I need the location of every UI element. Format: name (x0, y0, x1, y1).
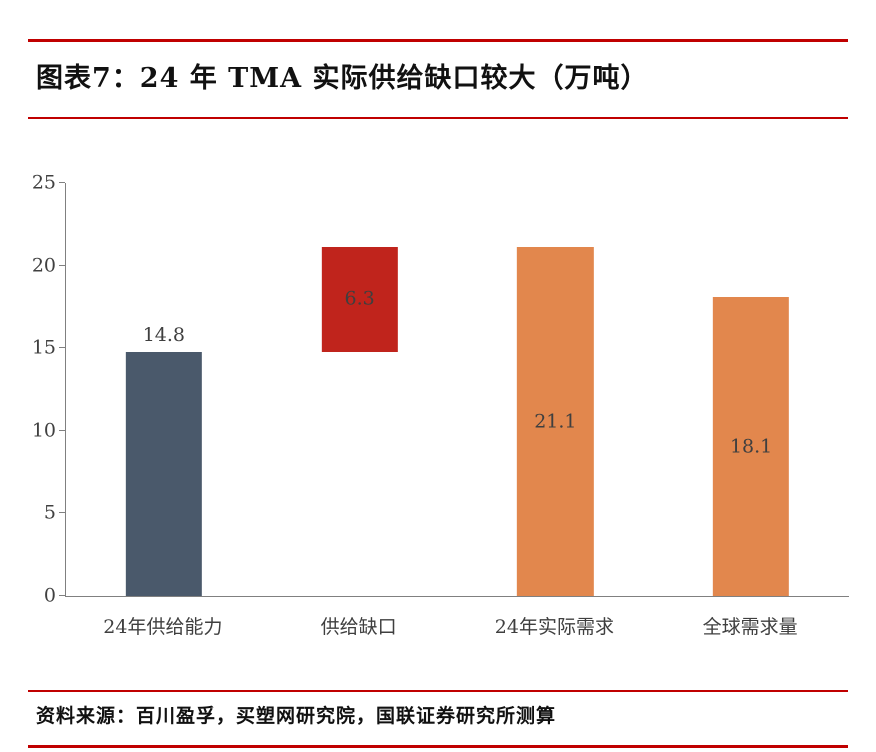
chart-title: 图表7：24 年 TMA 实际供给缺口较大（万吨） (36, 63, 649, 94)
footer-divider (28, 745, 848, 748)
bar-actual-demand-24 (517, 247, 594, 596)
y-tick-label: 5 (43, 501, 56, 524)
bar-value-label-supply-capacity-24: 14.8 (142, 323, 186, 346)
chart-column-actual-demand-24: 21.1 (458, 183, 654, 596)
source-note: 资料来源：百川盈孚，买塑网研究院，国联证券研究所测算 (36, 705, 557, 727)
x-axis-label-supply-gap: 供给缺口 (320, 616, 397, 638)
chart-column-global-demand: 18.1 (653, 183, 849, 596)
y-tick-label: 0 (43, 584, 56, 607)
y-tick-mark (59, 429, 65, 431)
y-tick-label: 10 (31, 419, 56, 442)
x-axis-label-actual-demand-24: 24年实际需求 (494, 616, 614, 638)
y-tick-label: 15 (31, 336, 56, 359)
top-divider (28, 39, 848, 42)
y-tick-mark (59, 264, 65, 266)
x-axis-labels: 24年供给能力 供给缺口 24年实际需求 全球需求量 (65, 612, 848, 639)
bar-supply-capacity-24 (125, 351, 203, 596)
chart-column-supply-gap: 6.3 (262, 183, 458, 596)
bar-global-demand (712, 297, 790, 596)
y-axis: 0 5 10 15 20 25 (14, 173, 56, 605)
y-tick-label: 20 (31, 254, 56, 277)
bar-value-label-supply-gap: 6.3 (344, 287, 375, 310)
bar-value-label-global-demand: 18.1 (729, 435, 773, 457)
x-axis-label-supply-capacity-24: 24年供给能力 (103, 616, 223, 638)
chart-column-supply-capacity-24: 14.8 (66, 183, 262, 596)
title-divider (28, 117, 848, 119)
y-tick-mark (59, 182, 65, 183)
y-tick-mark (59, 595, 65, 596)
source-divider (28, 690, 848, 692)
y-tick-mark (59, 347, 65, 349)
x-axis-label-global-demand: 全球需求量 (702, 616, 798, 638)
y-tick-mark (59, 512, 65, 514)
bar-supply-gap (321, 247, 398, 352)
plot-area: 14.8 6.3 21.1 18.1 (59, 182, 849, 597)
bar-value-label-actual-demand-24: 21.1 (534, 410, 577, 433)
y-tick-label: 25 (31, 171, 56, 194)
